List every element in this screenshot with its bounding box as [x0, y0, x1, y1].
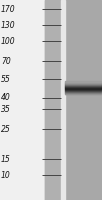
- Bar: [65, 86, 101, 87]
- Text: 15: 15: [1, 154, 11, 164]
- Bar: [45, 0, 101, 200]
- Text: 25: 25: [1, 124, 11, 134]
- Bar: [65, 90, 101, 91]
- Text: 100: 100: [1, 36, 16, 46]
- Bar: [65, 93, 101, 94]
- Text: 10: 10: [1, 170, 11, 180]
- Bar: [65, 87, 101, 88]
- Bar: [65, 88, 101, 89]
- Text: 70: 70: [1, 56, 11, 66]
- Text: 35: 35: [1, 104, 11, 114]
- Bar: [65, 81, 101, 82]
- Bar: [65, 85, 101, 86]
- Bar: [61, 0, 65, 200]
- Bar: [45, 0, 61, 200]
- Text: 55: 55: [1, 74, 11, 84]
- Bar: [65, 82, 101, 83]
- Bar: [65, 83, 101, 84]
- Bar: [65, 84, 101, 85]
- Text: 40: 40: [1, 94, 11, 102]
- Bar: [65, 91, 101, 92]
- Text: 170: 170: [1, 4, 16, 14]
- Text: 130: 130: [1, 21, 16, 29]
- Bar: [65, 89, 101, 90]
- Bar: [65, 92, 101, 93]
